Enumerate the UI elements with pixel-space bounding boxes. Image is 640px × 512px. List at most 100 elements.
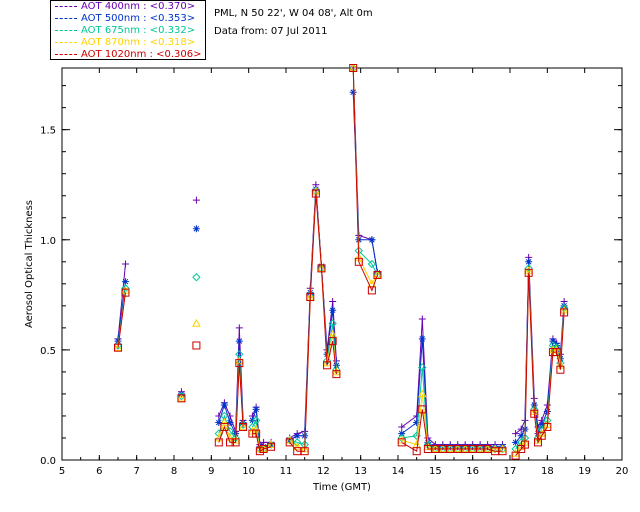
data-point-square <box>267 442 276 451</box>
data-point-asterisk <box>484 443 492 451</box>
data-point-asterisk <box>469 443 477 451</box>
data-point-square <box>373 271 382 280</box>
data-point-triangle <box>322 358 332 367</box>
x-tick-label: 16 <box>466 466 479 477</box>
data-point-asterisk <box>252 405 260 413</box>
data-point-square <box>367 286 376 295</box>
date-info: Data from: 07 Jul 2011 <box>214 26 328 37</box>
data-point-plus <box>121 260 129 268</box>
x-tick-label: 9 <box>208 466 214 477</box>
data-point-diamond <box>251 416 261 425</box>
data-point-asterisk <box>446 443 454 451</box>
data-point-square <box>349 64 358 72</box>
data-point-asterisk <box>461 443 469 451</box>
x-tick-label: 6 <box>96 466 102 477</box>
data-point-asterisk <box>491 443 499 451</box>
data-point-square <box>231 438 240 447</box>
series-line <box>117 292 126 348</box>
x-tick-label: 20 <box>616 466 629 477</box>
legend: AOT 400nm : <0.370> AOT 500nm : <0.353> … <box>50 0 206 60</box>
data-point-square <box>354 257 363 266</box>
data-point-triangle <box>177 393 186 402</box>
data-point-square <box>418 405 427 414</box>
x-tick-label: 12 <box>317 466 330 477</box>
series-line <box>289 189 337 441</box>
data-point-asterisk <box>418 335 426 343</box>
data-point-asterisk <box>454 443 462 451</box>
data-point-asterisk <box>226 419 234 427</box>
x-tick-label: 15 <box>429 466 442 477</box>
data-point-triangle <box>220 418 229 426</box>
y-tick-label: 1.0 <box>40 236 56 247</box>
legend-swatch <box>55 17 77 19</box>
x-tick-label: 13 <box>354 466 367 477</box>
data-point-triangle <box>490 444 500 453</box>
data-point-square <box>121 288 130 297</box>
data-point-triangle <box>332 367 341 376</box>
data-point-square <box>543 422 552 431</box>
data-point-triangle <box>423 442 433 451</box>
data-point-square <box>323 361 332 370</box>
data-point-triangle <box>238 422 248 431</box>
x-tick-label: 19 <box>578 466 591 477</box>
x-axis-label: Time (GMT) <box>312 482 371 493</box>
data-point-plus <box>418 315 426 323</box>
data-point-square <box>306 293 315 302</box>
data-point-asterisk <box>398 430 406 438</box>
data-point-square <box>498 447 507 456</box>
data-point-square <box>226 438 234 447</box>
data-point-triangle <box>113 343 123 351</box>
data-point-square <box>397 438 406 447</box>
data-point-square <box>328 337 337 346</box>
site-info: PML, N 50 22', W 04 08', Alt 0m <box>214 8 373 19</box>
series-line <box>218 341 244 436</box>
data-point-square <box>192 341 201 350</box>
data-point-asterisk <box>329 306 337 314</box>
legend-item-400nm: AOT 400nm : <0.370> <box>55 1 195 13</box>
data-point-plus <box>235 324 243 332</box>
data-point-asterisk <box>525 258 533 266</box>
series-line <box>289 184 337 439</box>
data-point-asterisk <box>543 408 551 416</box>
data-point-triangle <box>192 318 201 327</box>
data-point-plus <box>398 423 406 431</box>
series-line <box>352 67 378 292</box>
data-point-triangle <box>498 444 507 453</box>
x-tick-label: 8 <box>171 466 177 477</box>
legend-item-500nm: AOT 500nm : <0.353> <box>55 13 195 25</box>
legend-swatch <box>55 41 77 43</box>
data-point-asterisk <box>293 432 301 440</box>
y-tick-label: 1.5 <box>40 126 56 137</box>
data-point-square <box>220 422 229 431</box>
axis-ticks: 5 6 7 8 9 10 11 12 13 14 15 16 17 18 19 20 0.0 0.5 1.0 1.5 <box>40 68 628 477</box>
series-line <box>218 363 244 443</box>
data-point-diamond <box>292 438 302 447</box>
legend-label: AOT 500nm : <0.353> <box>81 13 196 24</box>
series-4 <box>114 64 569 460</box>
legend-label: AOT 675nm : <0.332> <box>81 25 196 36</box>
data-point-asterisk <box>312 185 320 193</box>
data-point-square <box>317 264 326 273</box>
series-line <box>117 281 126 342</box>
x-tick-label: 14 <box>392 466 405 477</box>
data-point-diamond <box>367 259 377 269</box>
data-point-asterisk <box>192 225 200 233</box>
series-2 <box>113 63 569 454</box>
data-point-asterisk <box>538 421 546 429</box>
data-point-square <box>556 365 565 374</box>
plot-frame <box>61 67 623 461</box>
data-point-plus <box>329 297 337 305</box>
data-point-asterisk <box>413 419 421 427</box>
data-point-asterisk <box>476 443 484 451</box>
data-point-square <box>239 422 248 431</box>
x-tick-label: 18 <box>541 466 554 477</box>
data-point-diamond <box>192 273 201 282</box>
data-point-square <box>511 451 520 460</box>
data-point-square <box>214 438 223 447</box>
data-point-triangle <box>417 389 427 398</box>
data-point-square <box>252 429 261 438</box>
data-point-asterisk <box>215 419 223 427</box>
data-point-square <box>311 189 320 198</box>
data-point-square <box>285 438 294 447</box>
